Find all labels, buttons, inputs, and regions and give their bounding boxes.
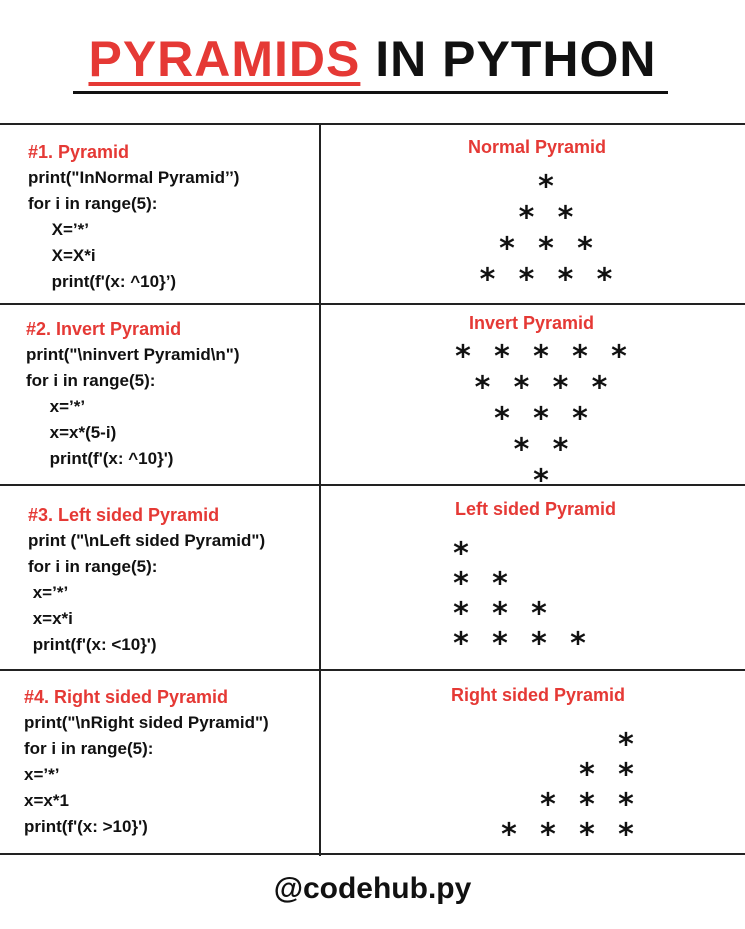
star-mark: * (538, 231, 554, 267)
star-mark: * (531, 596, 547, 632)
code-line: for i in range(5): (28, 194, 158, 213)
code-block-1: #1. Pyramid print("InNormal Pyramid’’) f… (28, 139, 239, 295)
star-mark: * (533, 401, 549, 437)
star-mark: * (552, 370, 569, 406)
table-border-bottom (0, 853, 745, 855)
star-mark: * (494, 401, 510, 437)
star-mark: * (453, 536, 469, 572)
star-mark: * (557, 262, 574, 298)
star-mark: * (572, 401, 588, 437)
star-mark: * (494, 339, 510, 375)
star-mark: * (492, 596, 508, 632)
star-mark: * (618, 727, 634, 763)
code-line: print("InNormal Pyramid’’) (28, 168, 240, 187)
code-block-3: #3. Left sided Pyramid print ("\nLeft si… (28, 502, 265, 658)
star-mark: * (531, 626, 547, 662)
code-line: for i in range(5): (26, 371, 156, 390)
code-line: print(f'(x: ^10}’) (28, 272, 177, 291)
star-mark: * (557, 200, 574, 236)
column-divider (319, 123, 321, 856)
star-mark: * (540, 817, 556, 853)
section-heading: #3. Left sided Pyramid (28, 505, 220, 525)
code-line: print(f'(x: >10}') (24, 817, 148, 836)
code-block-4: #4. Right sided Pyramid print("\nRight s… (24, 684, 269, 840)
code-line: x=’*’ (28, 583, 69, 602)
code-line: print(f'(x: ^10}') (26, 449, 174, 468)
star-mark: * (618, 817, 634, 853)
pyramid-title-2: Invert Pyramid (469, 313, 595, 333)
title-underline (73, 91, 668, 94)
code-line: print("\nRight sided Pyramid") (24, 713, 269, 732)
star-mark: * (453, 566, 469, 602)
code-line: X=’*’ (28, 220, 89, 239)
star-mark: * (552, 432, 569, 468)
star-mark: * (611, 339, 627, 375)
code-line: for i in range(5): (28, 557, 158, 576)
star-mark: * (513, 370, 530, 406)
section-heading: #1. Pyramid (28, 142, 130, 162)
section-heading: #2. Invert Pyramid (26, 319, 182, 339)
star-mark: * (533, 463, 549, 499)
code-line: x=’*’ (24, 765, 60, 784)
pyramid-title-1: Normal Pyramid (468, 137, 607, 157)
code-line: x=x*i (28, 609, 73, 628)
code-line: print ("\nLeft sided Pyramid") (28, 531, 266, 550)
footer-handle: @codehub.py (273, 872, 472, 905)
star-mark: * (577, 231, 593, 267)
pyramid-title-3: Left sided Pyramid (455, 499, 617, 519)
code-block-2: #2. Invert Pyramid print("\ninvert Pyram… (26, 316, 240, 472)
star-mark: * (570, 626, 586, 662)
star-mark: * (501, 817, 517, 853)
star-mark: * (579, 787, 595, 823)
star-mark: * (538, 169, 554, 205)
row-divider-1 (0, 303, 745, 305)
star-mark: * (596, 262, 613, 298)
star-mark: * (618, 757, 634, 793)
code-line: for i in range(5): (24, 739, 154, 758)
star-mark: * (479, 262, 496, 298)
star-mark: * (579, 817, 595, 853)
row-divider-3 (0, 669, 745, 671)
star-mark: * (518, 262, 535, 298)
star-mark: * (513, 432, 530, 468)
code-line: print(f'(x: <10}') (28, 635, 157, 654)
star-mark: * (499, 231, 515, 267)
code-line: print("\ninvert Pyramid\n") (26, 345, 240, 364)
star-mark: * (492, 626, 508, 662)
pyramid-title-4: Right sided Pyramid (451, 685, 626, 705)
star-mark: * (453, 596, 469, 632)
code-line: x=x*(5-i) (26, 423, 117, 442)
star-mark: * (474, 370, 491, 406)
star-mark: * (533, 339, 549, 375)
star-mark: * (455, 339, 471, 375)
code-line: X=X*i (28, 246, 96, 265)
star-mark: * (518, 200, 535, 236)
title-rest: IN PYTHON (360, 31, 657, 87)
star-mark: * (591, 370, 608, 406)
star-mark: * (540, 787, 556, 823)
title-highlight: PYRAMIDS (88, 31, 361, 87)
star-mark: * (618, 787, 634, 823)
star-mark: * (492, 566, 508, 602)
row-divider-2 (0, 484, 745, 486)
star-mark: * (572, 339, 588, 375)
star-mark: * (453, 626, 469, 662)
section-heading: #4. Right sided Pyramid (24, 687, 229, 707)
code-line: x=x*1 (24, 791, 69, 810)
table-border-top (0, 123, 745, 125)
star-mark: * (579, 757, 595, 793)
code-line: x=’*’ (26, 397, 86, 416)
page-title: PYRAMIDS IN PYTHON (0, 30, 745, 88)
